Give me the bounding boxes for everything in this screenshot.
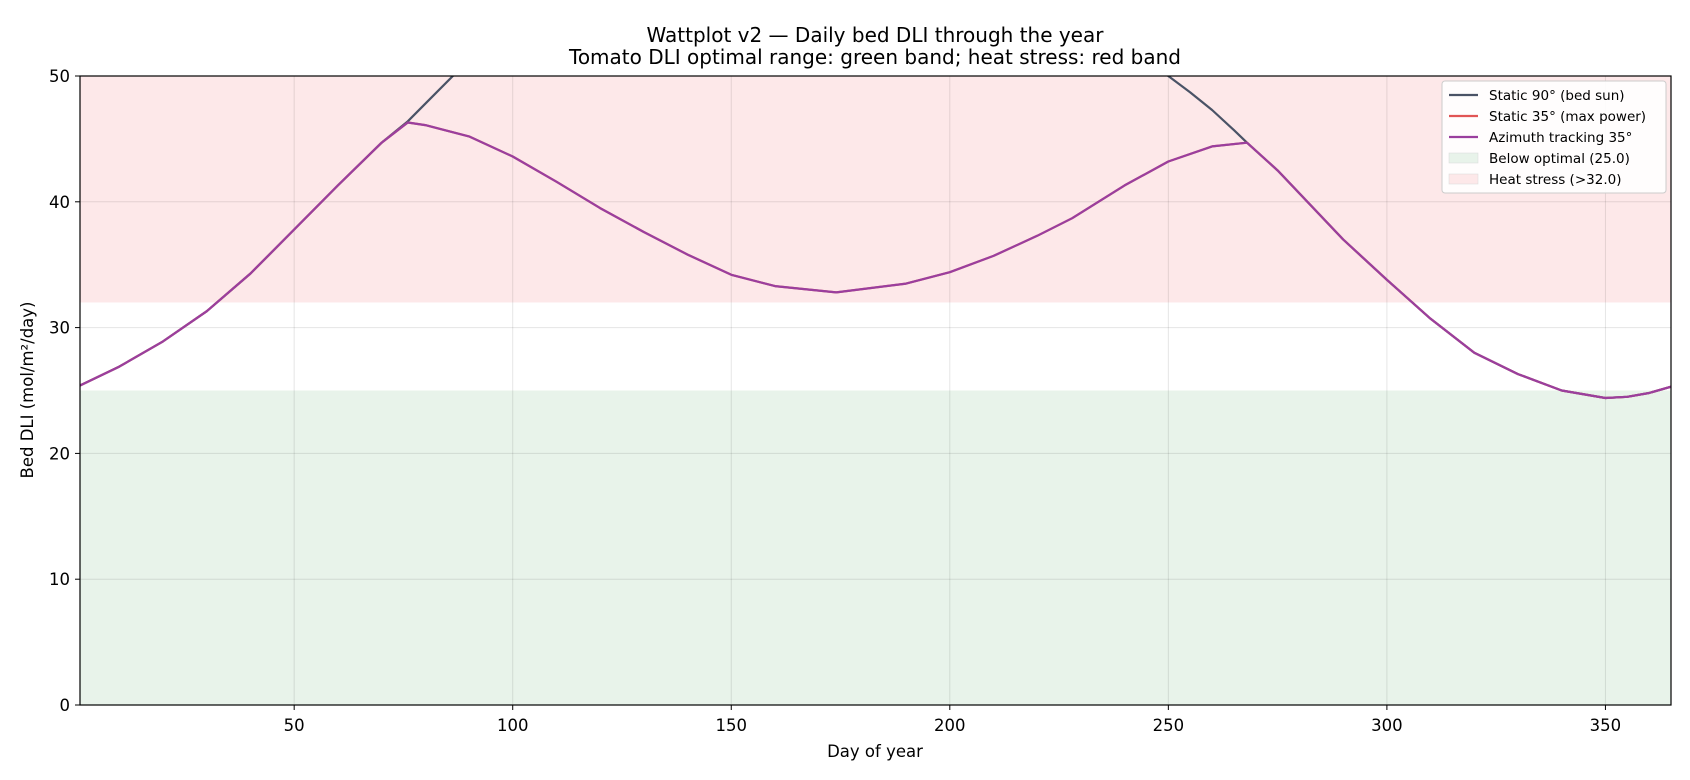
band-layer: [80, 76, 1671, 705]
band-1: [80, 76, 1671, 303]
x-tick-label: 250: [1153, 716, 1185, 735]
x-axis-label: Day of year: [827, 742, 923, 761]
legend-label: Below optimal (25.0): [1489, 151, 1630, 167]
legend-swatch-patch: [1448, 152, 1479, 164]
x-tick-label: 100: [497, 716, 529, 735]
y-tick-label: 20: [49, 444, 70, 463]
band-0: [80, 390, 1671, 705]
series-line-2: [80, 121, 1671, 400]
x-axis: 50 100 150 200 250 300 350: [284, 705, 1622, 735]
x-tick-label: 350: [1590, 716, 1622, 735]
x-tick-label: 50: [284, 716, 305, 735]
legend-label: Static 90° (bed sun): [1489, 88, 1625, 104]
x-tick-label: 300: [1371, 716, 1403, 735]
legend-label: Azimuth tracking 35°: [1489, 130, 1632, 146]
x-tick-label: 150: [716, 716, 748, 735]
legend: Static 90° (bed sun) Static 35° (max powe…: [1441, 80, 1667, 194]
y-tick-label: 50: [49, 67, 70, 86]
y-tick-label: 40: [49, 193, 70, 212]
chart-title: Wattplot v2 — Daily bed DLI through the …: [647, 23, 1105, 47]
y-tick-label: 0: [60, 696, 71, 715]
chart-subtitle: Tomato DLI optimal range: green band; he…: [568, 45, 1181, 69]
y-tick-label: 30: [49, 319, 70, 338]
legend-label: Heat stress (>32.0): [1489, 172, 1621, 188]
plot-frame: [79, 75, 1672, 706]
legend-label: Static 35° (max power): [1489, 109, 1646, 125]
y-axis: 0 10 20 30 40 50: [49, 67, 80, 715]
y-axis-label: Bed DLI (mol/m²/day): [18, 302, 37, 479]
series-layer: [80, 76, 1671, 400]
y-tick-label: 10: [49, 570, 70, 589]
x-tick-label: 200: [934, 716, 966, 735]
legend-box: [1441, 80, 1667, 194]
legend-swatch-patch: [1448, 173, 1479, 185]
